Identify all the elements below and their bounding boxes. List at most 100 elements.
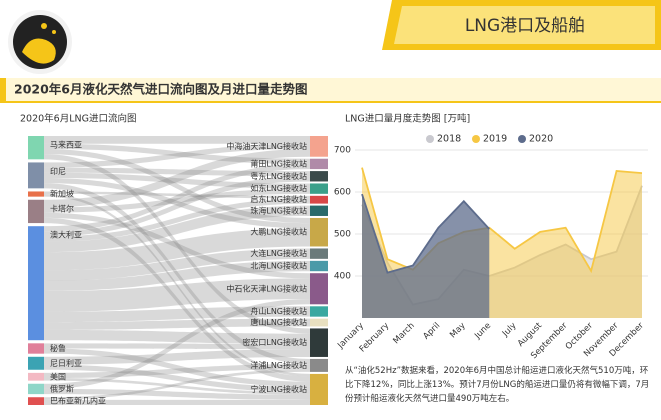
target-node <box>310 373 328 405</box>
x-tick-label: July <box>500 321 519 340</box>
target-label: 如东LNG接收站 <box>250 183 307 193</box>
target-node <box>310 248 328 259</box>
flow-link <box>44 299 310 389</box>
x-tick-label: March <box>391 321 416 346</box>
flow-link <box>44 348 310 387</box>
flow-link <box>44 212 310 279</box>
title-rule <box>0 101 661 103</box>
flow-link <box>44 306 310 323</box>
target-label: 唐山LNG接收站 <box>250 317 307 327</box>
title-accent <box>0 78 6 102</box>
flow-link <box>44 198 310 242</box>
sankey-title: 2020年6月LNG进口流向图 <box>20 113 136 125</box>
source-node <box>28 136 44 160</box>
source-node <box>28 226 44 341</box>
flow-link <box>44 191 310 199</box>
flow-link <box>44 260 310 291</box>
target-label: 莆田LNG接收站 <box>250 158 307 168</box>
source-label: 尼日利亚 <box>50 358 82 368</box>
source-node <box>28 397 44 405</box>
flow-link <box>44 143 310 164</box>
target-label: 中海油天津LNG接收站 <box>226 141 307 151</box>
flow-link <box>44 154 310 334</box>
source-label: 卡塔尔 <box>50 203 74 213</box>
flow-link <box>44 176 310 237</box>
source-label: 马来西亚 <box>50 141 82 150</box>
target-node <box>310 260 328 272</box>
logo-dot <box>52 30 56 34</box>
source-node <box>28 372 44 381</box>
target-label: 粤东LNG接收站 <box>250 171 307 181</box>
flow-link <box>44 343 310 350</box>
target-label: 珠海LNG接收站 <box>250 205 307 215</box>
flow-link <box>44 172 310 189</box>
source-node <box>28 199 44 224</box>
flow-link <box>44 378 310 395</box>
flow-link <box>44 278 310 312</box>
flow-link <box>44 136 310 144</box>
target-node <box>310 158 328 170</box>
flow-link <box>44 148 310 208</box>
section-title: 2020年6月液化天然气进口流向图及月进口量走势图 <box>14 82 308 97</box>
source-node <box>28 162 44 189</box>
y-tick-label: 700 <box>334 146 351 156</box>
target-node <box>310 328 328 357</box>
target-node <box>310 358 328 372</box>
flow-link <box>44 329 310 344</box>
flow-link <box>44 248 310 281</box>
flow-link <box>44 364 310 379</box>
x-tick-label: June <box>472 321 493 342</box>
flow-link <box>44 349 310 365</box>
flow-link <box>44 369 310 400</box>
source-label: 澳大利亚 <box>50 230 82 240</box>
source-label: 印尼 <box>50 167 66 176</box>
target-label: 密宏口LNG接收站 <box>242 337 307 347</box>
source-label: 美国 <box>50 371 66 381</box>
target-node <box>310 136 328 157</box>
target-node <box>310 205 328 216</box>
target-label: 大鹏LNG接收站 <box>250 227 307 237</box>
legend-label: 2020 <box>529 134 553 145</box>
legend-swatch <box>518 135 526 143</box>
area-title: LNG进口量月度走势图 [万吨] <box>345 113 470 125</box>
line <box>361 193 490 274</box>
flow-link <box>44 228 310 271</box>
source-label: 新加坡 <box>50 189 74 199</box>
banner-inner <box>394 6 655 44</box>
logo <box>8 10 72 74</box>
target-label: 洋浦LNG接收站 <box>250 360 307 370</box>
x-tick-label: May <box>448 321 468 341</box>
source-label: 俄罗斯 <box>50 383 74 393</box>
legend-swatch <box>426 135 434 143</box>
title-bar <box>0 78 661 102</box>
flow-link <box>44 388 310 400</box>
target-node <box>310 183 328 194</box>
flow-link <box>44 217 310 382</box>
source-label: 巴布亚新几内亚 <box>50 396 106 406</box>
target-label: 启东LNG接收站 <box>250 194 307 204</box>
target-label: 北海LNG接收站 <box>250 261 307 271</box>
target-node <box>310 171 328 182</box>
flow-link <box>44 194 310 377</box>
flow-link <box>44 364 310 393</box>
flow-link <box>44 167 310 177</box>
source-node <box>28 383 44 395</box>
target-node <box>310 195 328 204</box>
target-label: 宁波LNG接收站 <box>250 384 307 394</box>
logo-dot <box>41 23 47 29</box>
source-label: 秘鲁 <box>50 343 66 353</box>
target-node <box>310 273 328 305</box>
note: 从“油化52Hz”数据来看，2020年6月中国总计船运进口液化天然气510万吨，… <box>345 366 650 404</box>
target-label: 中石化天津LNG接收站 <box>226 283 307 293</box>
target-node <box>310 318 328 327</box>
flow-link <box>44 163 310 232</box>
flow-link <box>44 148 310 224</box>
flow-link <box>44 399 310 405</box>
flow-link <box>44 183 310 365</box>
target-node <box>310 306 328 317</box>
y-tick-label: 500 <box>334 230 351 240</box>
target-label: 舟山LNG接收站 <box>250 306 307 316</box>
flow-link <box>44 318 310 330</box>
